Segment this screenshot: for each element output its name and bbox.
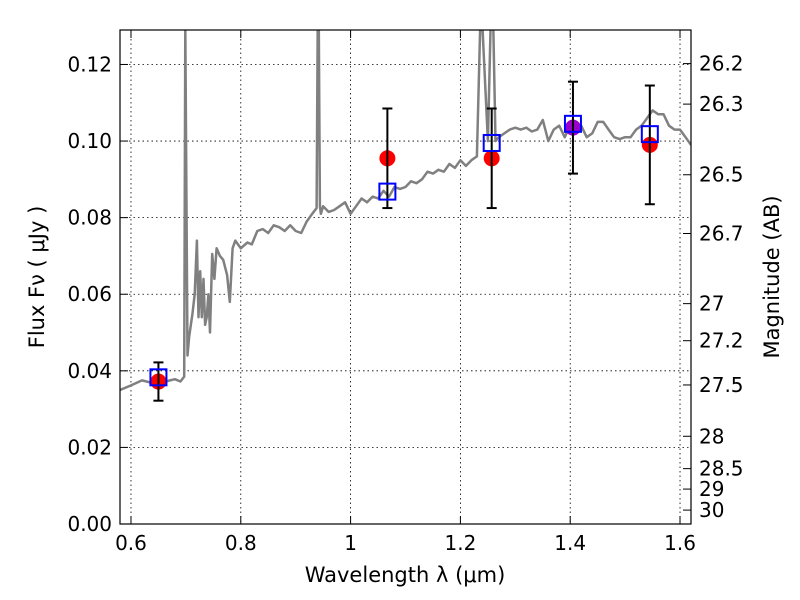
x-tick-label: 1.2 bbox=[444, 531, 476, 555]
right-axis-label: Magnitude (AB) bbox=[760, 195, 784, 358]
mag-tick-label: 28 bbox=[699, 424, 724, 448]
y-tick-label: 0.02 bbox=[67, 435, 112, 459]
mag-tick-label: 29 bbox=[699, 477, 724, 501]
mag-tick-label: 28.5 bbox=[699, 457, 744, 481]
x-tick-label: 1.4 bbox=[554, 531, 586, 555]
mag-tick-label: 27.2 bbox=[699, 329, 744, 353]
data-points bbox=[149, 80, 659, 402]
y-tick-label: 0.12 bbox=[67, 52, 112, 76]
y-tick-label: 0.04 bbox=[67, 359, 112, 383]
mag-tick-label: 30 bbox=[699, 498, 724, 522]
y-tick-label: 0.00 bbox=[67, 512, 112, 536]
y-axis-label: Flux Fν ( μJy ) bbox=[25, 206, 49, 349]
synthetic-flux-square bbox=[378, 182, 397, 201]
mag-tick-label: 26.3 bbox=[699, 92, 744, 116]
mag-tick-label: 26.7 bbox=[699, 222, 744, 246]
y-tick-label: 0.08 bbox=[67, 206, 112, 230]
x-tick-label: 0.6 bbox=[115, 531, 147, 555]
x-axis-label: Wavelength λ (μm) bbox=[305, 563, 506, 587]
plot-frame bbox=[119, 29, 692, 525]
x-tick-label: 1.6 bbox=[664, 531, 696, 555]
mag-tick-label: 27.5 bbox=[699, 373, 744, 397]
mag-tick-label: 26.5 bbox=[699, 163, 744, 187]
y-tick-label: 0.10 bbox=[67, 129, 112, 153]
synthetic-flux-square bbox=[640, 125, 659, 144]
axis-ticks: 0.6 0.8 1 1.2 1.4 1.6 0.00 0.02 0.04 0.06 0.08 0.10… bbox=[67, 30, 744, 555]
synthetic-flux-square bbox=[563, 114, 582, 133]
mag-tick-label: 27 bbox=[699, 292, 724, 316]
mag-tick-label: 26.2 bbox=[699, 52, 744, 76]
x-tick-label: 0.8 bbox=[225, 531, 257, 555]
x-tick-label: 1 bbox=[344, 531, 357, 555]
y-tick-label: 0.06 bbox=[67, 282, 112, 306]
synthetic-flux-square bbox=[149, 368, 168, 387]
synthetic-flux-square bbox=[482, 133, 501, 152]
